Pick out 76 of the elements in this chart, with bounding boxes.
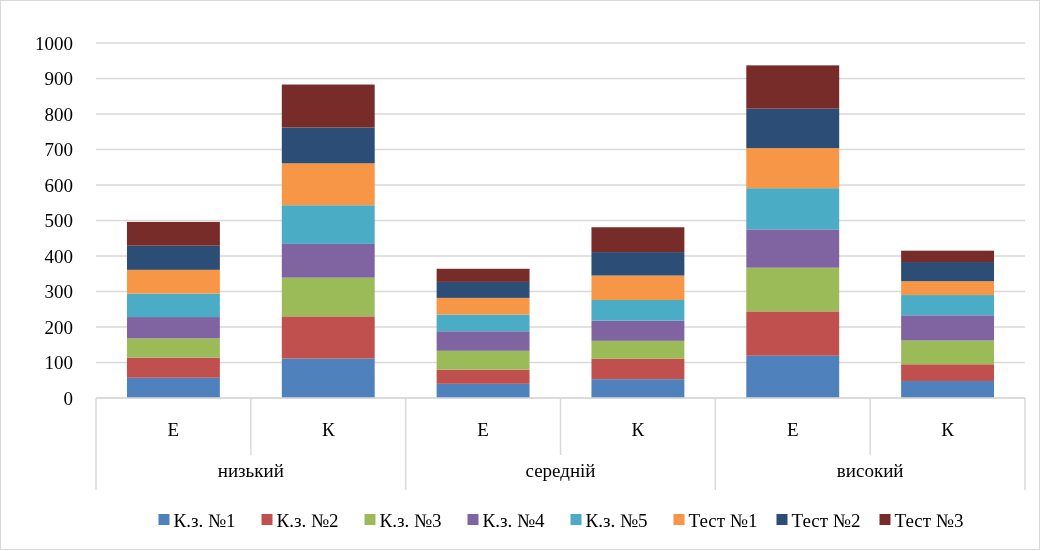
y-tick-label: 900 [44, 68, 73, 90]
bar [746, 65, 840, 109]
x-tick-label: К [631, 419, 645, 440]
bar [281, 243, 375, 278]
bar [746, 267, 840, 312]
bar [436, 350, 530, 370]
legend-label: К.з. №2 [276, 509, 339, 531]
bar [901, 250, 995, 263]
y-tick-label: 100 [44, 352, 73, 374]
bar [591, 300, 685, 321]
bar [281, 84, 375, 128]
bar [591, 340, 685, 359]
bar [901, 262, 995, 282]
bar [281, 205, 375, 244]
bar [436, 297, 530, 315]
bar [591, 275, 685, 301]
bar [126, 269, 220, 294]
legend-label: Тест №2 [791, 509, 861, 531]
y-tick-label: 500 [44, 210, 73, 232]
bar [901, 340, 995, 365]
bar [901, 380, 995, 398]
y-tick-label: 200 [44, 316, 73, 338]
bar [591, 379, 685, 398]
bar [126, 221, 220, 246]
bar [591, 320, 685, 341]
bar [746, 148, 840, 189]
bar [281, 127, 375, 164]
y-tick-label: 300 [44, 281, 73, 303]
bar [126, 293, 220, 318]
y-tick-label: 700 [44, 139, 73, 161]
x-tick-label: Е [477, 419, 489, 440]
y-tick-label: 600 [44, 174, 73, 196]
legend-label: К.з. №3 [379, 509, 442, 531]
text: середній [525, 460, 596, 481]
x-tick-label: К [941, 419, 955, 440]
bar [126, 317, 220, 339]
y-tick-label: 0 [63, 387, 73, 409]
bar [901, 281, 995, 296]
bar [436, 314, 530, 332]
bar [126, 338, 220, 358]
bar [126, 377, 220, 398]
bar [901, 364, 995, 381]
x-tick-label: К [321, 419, 335, 440]
bar [281, 277, 375, 317]
y-tick-label: 1000 [35, 32, 73, 54]
legend-label: К.з. №4 [482, 509, 546, 531]
bar [281, 316, 375, 359]
y-tick-label: 800 [44, 103, 73, 125]
bar [436, 331, 530, 351]
bar [746, 355, 840, 398]
bar [436, 281, 530, 298]
x-tick-label: Е [167, 419, 180, 440]
bar [591, 358, 685, 380]
bar [436, 383, 530, 398]
text: високий [836, 460, 904, 481]
legend-label: К.з. №1 [173, 509, 236, 531]
bar [281, 358, 375, 398]
bar [436, 369, 530, 384]
bar [901, 315, 995, 341]
bar [126, 357, 220, 378]
text: низький [217, 460, 284, 481]
bar [746, 188, 840, 230]
y-tick-label: 400 [44, 245, 73, 267]
legend-label: Тест №3 [894, 509, 964, 531]
x-tick-label: Е [786, 419, 799, 440]
bar [591, 252, 685, 276]
bar [746, 229, 840, 268]
legend-label: К.з. №5 [585, 509, 648, 531]
bar [436, 268, 530, 282]
bar [126, 245, 220, 270]
bar [901, 295, 995, 316]
bar [746, 108, 840, 149]
bar [591, 227, 685, 253]
legend-label: Тест №1 [688, 509, 758, 531]
bar [281, 163, 375, 206]
bar [746, 311, 840, 356]
